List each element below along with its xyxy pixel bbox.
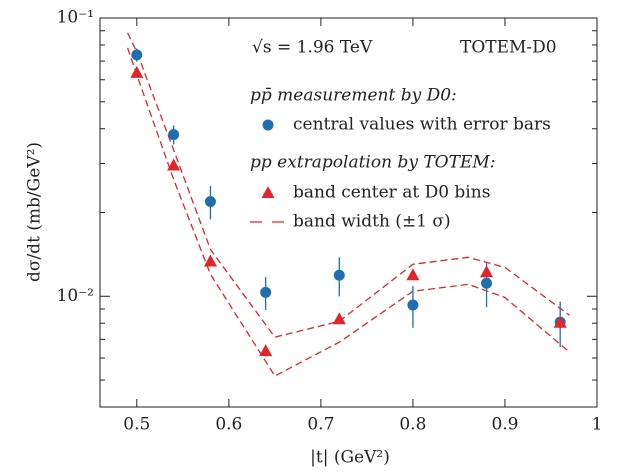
legend-marker [261, 186, 275, 198]
y-axis-label: dσ/dt (mb/GeV²) [25, 142, 45, 282]
triangle-point [553, 315, 567, 328]
legend-label: band width (±1 σ) [293, 212, 451, 232]
point [168, 129, 180, 141]
triangle-point [332, 312, 346, 325]
x-tick-label: 0.8 [399, 415, 426, 435]
triangle-point [480, 265, 494, 278]
point [407, 299, 419, 311]
y-tick-label: 10⁻² [57, 286, 94, 306]
point [131, 49, 143, 61]
annotation: TOTEM-D0 [460, 38, 557, 58]
band-line [127, 32, 570, 338]
point [333, 269, 345, 281]
x-tick-label: 0.6 [215, 415, 242, 435]
legend-label: band center at D0 bins [293, 183, 490, 203]
triangle-point [167, 158, 181, 171]
triangle-point [130, 65, 144, 78]
y-tick-label: 10⁻¹ [57, 8, 94, 28]
triangle-point [203, 254, 217, 267]
x-tick-label: 0.7 [307, 415, 334, 435]
annotation: √s = 1.96 TeV [252, 38, 373, 58]
legend-label: central values with error bars [293, 115, 551, 135]
point [204, 196, 216, 208]
point [481, 277, 493, 289]
legend-marker [262, 119, 274, 131]
legend-heading: pp̄ measurement by D0: [250, 86, 457, 106]
x-tick-label: 0.5 [123, 415, 150, 435]
x-axis-label: |t| (GeV²) [310, 448, 390, 468]
x-tick-label: 0.9 [491, 415, 518, 435]
legend-heading: pp extrapolation by TOTEM: [250, 153, 496, 173]
triangle-point [259, 344, 273, 357]
triangle-point [406, 268, 420, 281]
x-tick-label: 1 [592, 415, 603, 435]
point [260, 286, 272, 298]
